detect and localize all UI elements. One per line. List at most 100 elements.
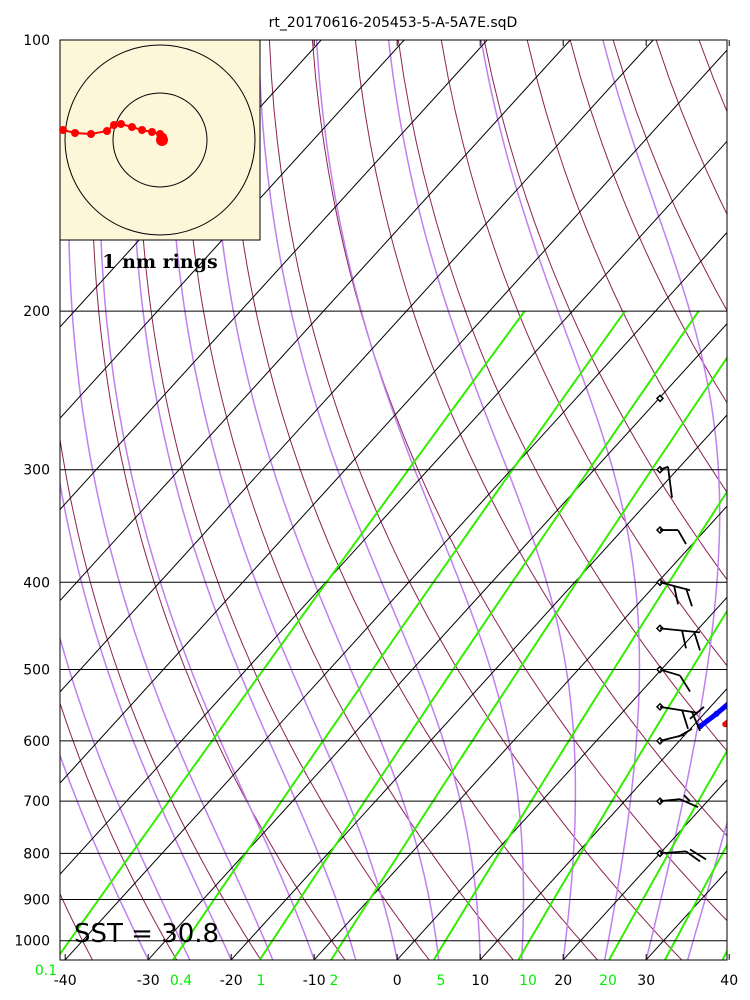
dry-adiabat bbox=[483, 40, 727, 581]
track-point bbox=[117, 120, 125, 128]
moist-adiabat bbox=[315, 40, 525, 960]
wind-barb-segment bbox=[679, 675, 691, 693]
wind-barb-segment bbox=[677, 529, 687, 545]
pressure-tick-label: 100 bbox=[23, 33, 50, 49]
wind-barb-segment bbox=[659, 798, 681, 803]
mixing-ratio-label: 20 bbox=[599, 973, 617, 989]
dry-adiabat bbox=[440, 40, 727, 667]
isotherm bbox=[396, 596, 727, 960]
track-point bbox=[110, 121, 118, 129]
temperature-point bbox=[733, 711, 739, 717]
temperature-point bbox=[722, 721, 727, 728]
track-point bbox=[103, 127, 111, 135]
pressure-tick-label: 900 bbox=[23, 892, 50, 908]
track-point bbox=[148, 128, 156, 136]
chart-title: rt_20170616-205453-5-A-5A7E.sqD bbox=[269, 15, 518, 31]
wind-barb-segment bbox=[685, 587, 693, 607]
isotherm bbox=[313, 505, 727, 960]
mixing-ratio-label: 0.1 bbox=[35, 963, 57, 979]
wind-barb-segment bbox=[673, 585, 679, 605]
moist-adiabat bbox=[60, 753, 149, 960]
mixing-ratio-label: 5 bbox=[437, 973, 446, 989]
dry-adiabat bbox=[612, 40, 727, 312]
dry-adiabat bbox=[226, 40, 598, 960]
dry-adiabat bbox=[397, 40, 727, 752]
moist-adiabat bbox=[210, 40, 440, 960]
dry-adiabat bbox=[698, 40, 727, 113]
mixing-ratio-line bbox=[259, 310, 700, 960]
moist-adiabat bbox=[480, 40, 641, 960]
track-point bbox=[59, 126, 67, 134]
dry-adiabat bbox=[60, 701, 178, 960]
wind-station-marker bbox=[655, 394, 665, 403]
pressure-tick-label: 800 bbox=[23, 846, 50, 862]
temperature-tick-label: 0 bbox=[393, 973, 402, 989]
temperature-tick-label: -40 bbox=[54, 973, 77, 989]
temperature-tick-label: 20 bbox=[554, 973, 572, 989]
dewpoint-point bbox=[713, 710, 720, 717]
wind-station-marker bbox=[655, 578, 665, 587]
temperature-tick-label: 40 bbox=[720, 973, 738, 989]
track-point bbox=[87, 130, 95, 138]
pressure-tick-labels: 100 200 300 400 500 600 700 800 900 1000 bbox=[14, 33, 50, 950]
dewpoint-line bbox=[697, 701, 727, 729]
sst-annotation: SST = 30.8 bbox=[74, 919, 219, 949]
wind-barb-segment bbox=[677, 728, 693, 738]
isotherm bbox=[60, 40, 488, 511]
plot-grid bbox=[60, 40, 750, 960]
wind-barb-segment bbox=[689, 706, 705, 720]
pressure-tick-label: 600 bbox=[23, 734, 50, 750]
pressure-tick-label: 700 bbox=[23, 794, 50, 810]
mixing-ratio-label: 10 bbox=[519, 973, 537, 989]
pressure-tick-label: 200 bbox=[23, 304, 50, 320]
dry-adiabat bbox=[526, 40, 727, 494]
balloon-track bbox=[59, 120, 168, 146]
temperature-tick-labels: -40 -30 -20 -10 0 10 20 30 40 bbox=[54, 40, 738, 989]
dry-adiabat bbox=[268, 40, 682, 960]
pressure-tick-label: 400 bbox=[23, 575, 50, 591]
temperature-tick-label: 30 bbox=[637, 973, 655, 989]
wind-barb-segment bbox=[659, 465, 669, 471]
isotherm bbox=[230, 414, 727, 960]
pressure-tick-label: 1000 bbox=[14, 934, 50, 950]
moist-adiabat bbox=[60, 635, 191, 960]
dry-adiabat bbox=[311, 40, 727, 922]
dry-adiabat bbox=[655, 40, 727, 216]
isotherm bbox=[479, 687, 727, 960]
dry-adiabat bbox=[182, 40, 514, 960]
wind-barb-segment bbox=[681, 630, 687, 649]
track-point bbox=[156, 134, 168, 146]
temperature-tick-label: 10 bbox=[471, 973, 489, 989]
dewpoint-point bbox=[739, 689, 745, 695]
isotherm bbox=[60, 140, 727, 876]
mixing-ratio-label: 1 bbox=[257, 973, 266, 989]
wind-barb-segment bbox=[689, 848, 707, 861]
sounding-data bbox=[697, 689, 745, 730]
outer-ring bbox=[64, 44, 256, 236]
dry-adiabat bbox=[60, 435, 262, 960]
isotherm bbox=[60, 40, 654, 693]
mixing-ratio-line bbox=[517, 609, 727, 960]
track-point bbox=[138, 126, 146, 134]
wind-barb-segment bbox=[659, 850, 687, 855]
isotherm bbox=[60, 40, 571, 602]
pressure-tick-label: 500 bbox=[23, 663, 50, 679]
mixing-ratio-line bbox=[60, 310, 526, 956]
isotherm bbox=[645, 870, 727, 960]
mixing-ratio-label: 0.4 bbox=[170, 973, 192, 989]
moist-adiabat bbox=[132, 40, 357, 960]
temperature-line bbox=[722, 719, 727, 727]
mixing-ratio-line bbox=[608, 749, 727, 960]
dry-adiabat bbox=[742, 40, 750, 960]
mixing-ratio-line bbox=[172, 310, 626, 960]
temperature-tick-label: -30 bbox=[137, 973, 160, 989]
track-point bbox=[71, 129, 79, 137]
wind-barb-segment bbox=[679, 798, 699, 809]
mixing-ratio-line bbox=[664, 843, 727, 960]
wind-barb-segment bbox=[683, 794, 691, 802]
wind-barb-segment bbox=[693, 631, 701, 651]
wind-barb-segment bbox=[685, 850, 701, 863]
mixing-ratio-labels: 0.1 0.4 1 2 5 10 20 bbox=[35, 963, 617, 989]
isotherm bbox=[729, 40, 750, 960]
